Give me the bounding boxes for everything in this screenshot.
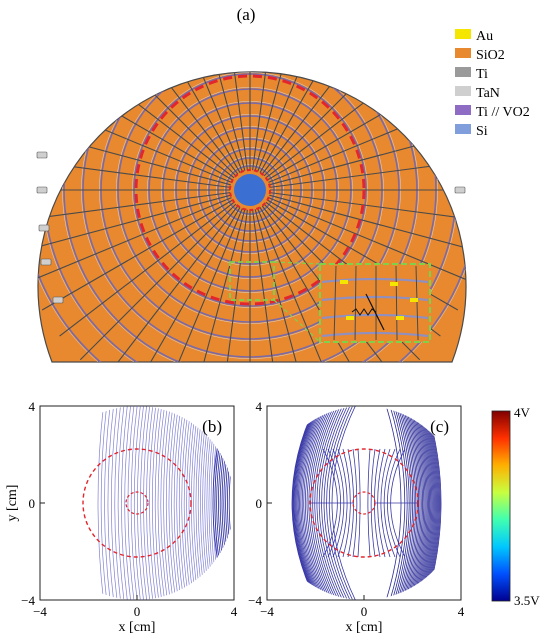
panel-c: (c) −4 0 4 4 0 −4 x [cm] — [248, 393, 465, 635]
colorbar-max-label: 4V — [514, 405, 531, 420]
y-tick-label-0: 4 — [29, 399, 36, 414]
edge-pad-3 — [41, 259, 51, 265]
edge-pad-0 — [37, 152, 47, 158]
colorbar-gradient — [492, 411, 510, 601]
panel-b: (b) −4 0 4 4 0 −4 x [cm] y [cm] — [5, 393, 238, 635]
contour-b-dense-8 — [227, 443, 232, 563]
edge-pad-5 — [455, 187, 465, 193]
contour-b-dense-7 — [226, 443, 231, 563]
colorbar-min-label: 3.5V — [514, 593, 540, 608]
contour-c-inner-right-0 — [368, 449, 370, 557]
contour-b-dense-6 — [224, 443, 229, 563]
inset-au-pad-2 — [410, 298, 418, 302]
legend-label-4: Ti // VO2 — [476, 105, 530, 120]
x-tick-label-2: 4 — [231, 604, 238, 619]
plot-c-xlabel: x [cm] — [346, 620, 383, 635]
legend-swatch-3 — [455, 86, 471, 96]
plot-b-ylabel: y [cm] — [5, 485, 20, 522]
x-tick-label-0: −4 — [33, 604, 47, 619]
plot-b-xlabel: x [cm] — [119, 620, 156, 635]
panel-c-label: (c) — [430, 417, 449, 436]
legend-label-3: TaN — [476, 86, 500, 101]
panel-a-label: (a) — [237, 5, 256, 24]
panel-a: (a) Au SiO2 Ti TaN Ti // VO2 Si — [10, 0, 530, 430]
edge-pad-1 — [37, 187, 47, 193]
wafer-center-si — [234, 174, 266, 206]
contour-c-center-ring — [353, 492, 375, 514]
legend-swatch-2 — [455, 67, 471, 77]
panel-b-label: (b) — [202, 417, 222, 436]
x-tick-label-1: 0 — [361, 604, 368, 619]
legend-label-2: Ti — [476, 67, 488, 82]
contour-c-inner-left-0 — [358, 449, 360, 557]
legend-label-0: Au — [476, 29, 493, 44]
legend-swatch-0 — [455, 29, 471, 39]
y-tick-label-2: −4 — [21, 593, 35, 608]
x-tick-label-2: 4 — [458, 604, 465, 619]
contour-b-line-0 — [98, 393, 105, 613]
inset-au-pad-1 — [390, 282, 398, 286]
edge-pad-2 — [39, 225, 49, 231]
contour-b-dashed-ring — [83, 449, 191, 557]
legend: Au SiO2 Ti TaN Ti // VO2 Si — [455, 29, 530, 139]
legend-swatch-5 — [455, 124, 471, 134]
inset-au-pad-0 — [340, 280, 348, 284]
y-tick-label-2: −4 — [248, 593, 262, 608]
legend-label-5: Si — [476, 124, 488, 139]
legend-label-1: SiO2 — [476, 48, 505, 63]
x-tick-label-1: 0 — [134, 604, 141, 619]
contour-b-center-ring — [126, 492, 148, 514]
y-tick-label-1: 0 — [256, 496, 263, 511]
legend-swatch-1 — [455, 48, 471, 58]
colorbar: 4V 3.5V — [492, 405, 540, 608]
y-tick-label-0: 4 — [256, 399, 263, 414]
x-tick-label-0: −4 — [260, 604, 274, 619]
y-tick-label-1: 0 — [29, 496, 36, 511]
inset-au-pad-4 — [396, 316, 404, 320]
legend-swatch-4 — [455, 105, 471, 115]
edge-pad-4 — [53, 297, 63, 303]
inset-au-pad-3 — [346, 316, 354, 320]
contour-b-dense-9 — [229, 443, 234, 563]
zoom-inset — [320, 264, 430, 342]
contour-b-line-28 — [182, 393, 191, 613]
